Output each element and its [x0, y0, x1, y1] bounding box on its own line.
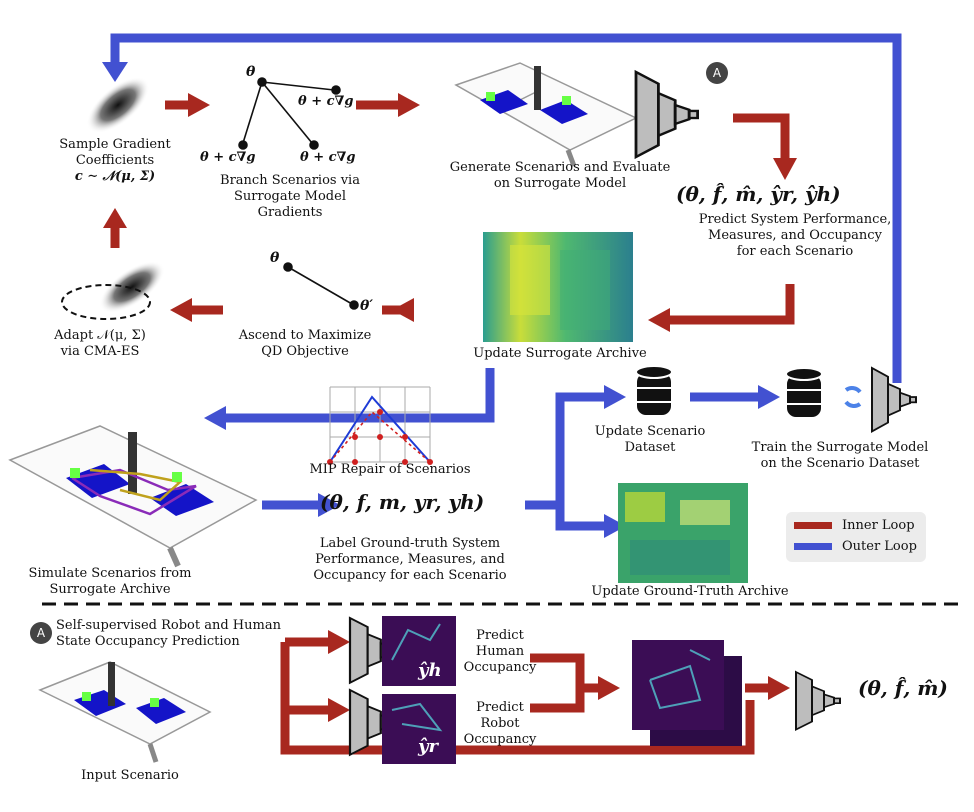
output-tuple: (θ, f̂, m̂) — [858, 676, 948, 700]
ascend-line2: QD Objective — [261, 344, 349, 359]
sample-line1: Sample Gradient — [59, 137, 171, 152]
legend-outer: Outer Loop — [794, 538, 917, 556]
outer-loop-arrows — [110, 33, 902, 531]
legend-inner: Inner Loop — [794, 517, 915, 535]
label-caption: Label Ground-truth System Performance, M… — [295, 536, 525, 584]
dashed-ellipse — [61, 284, 151, 320]
bottom-title: Self-supervised Robot and Human State Oc… — [56, 618, 296, 650]
predict-caption: Predict System Performance, Measures, an… — [690, 212, 900, 260]
sample-line2: Coefficients — [75, 153, 155, 168]
human-line2: Human — [475, 644, 525, 659]
surrogate-archive-heatmap — [483, 232, 633, 342]
inner-loop-arrows — [110, 100, 795, 755]
generate-line2: on Surrogate Model — [493, 176, 627, 191]
gaussian-blob — [86, 76, 150, 134]
ascend-vector — [283, 262, 359, 310]
input-scenario-caption: Input Scenario — [81, 768, 179, 783]
scenario-image-top — [454, 62, 638, 167]
branch-right-label: θ + c∇g — [298, 94, 354, 109]
badge-a-bottom: A — [30, 622, 52, 644]
branch-mid-label: θ + c∇g — [300, 150, 356, 165]
output-surrogate-icon — [795, 671, 841, 731]
gt-archive-caption: Update Ground-Truth Archive — [591, 584, 789, 599]
ascend-theta-prime: θ′ — [360, 298, 374, 314]
yh-label: ŷh — [418, 660, 442, 681]
simulate-line2: Surrogate Archive — [49, 582, 171, 597]
branch-line2: Surrogate Model Gradients — [234, 189, 346, 220]
training-database-icon — [785, 367, 823, 419]
dataset-line2: Dataset — [624, 440, 676, 455]
branch-left-label: θ + c∇g — [200, 150, 256, 165]
predict-line1: Predict System Performance, — [698, 212, 892, 227]
train-caption: Train the Surrogate Model on the Scenari… — [740, 440, 940, 472]
mip-grid — [327, 386, 433, 465]
bottom-title-line1: Self-supervised Robot and Human — [56, 618, 281, 633]
train-line1: Train the Surrogate Model — [751, 440, 929, 455]
sample-label: Sample Gradient Coefficients c ∼ 𝒩(μ, Σ) — [40, 137, 190, 185]
yr-label: ŷr — [418, 736, 438, 757]
simulate-line1: Simulate Scenarios from — [28, 566, 192, 581]
legend-inner-label: Inner Loop — [842, 518, 915, 533]
human-occupancy-map — [382, 616, 456, 686]
adapted-gaussian-blob — [99, 261, 165, 313]
branch-caption: Branch Scenarios via Surrogate Model Gra… — [210, 173, 370, 221]
generate-line1: Generate Scenarios and Evaluate — [449, 160, 671, 175]
branch-theta: θ — [246, 64, 256, 80]
legend: Inner Loop Outer Loop — [786, 512, 926, 562]
predict-line2: Measures, and Occupancy — [708, 228, 882, 243]
label-tuple: (θ, f, m, yr, yh) — [320, 490, 485, 514]
adapt-line2: via CMA-ES — [60, 344, 140, 359]
outer-loop-heads — [102, 62, 780, 538]
sample-formula: c ∼ 𝒩(μ, Σ) — [74, 169, 156, 184]
adapt-caption: Adapt 𝒩(μ, Σ) via CMA-ES — [40, 328, 160, 360]
predict-tuple: (θ, f̂, m̂, ŷr, ŷh) — [676, 182, 841, 206]
human-line3: Occupancy — [463, 660, 537, 675]
ground-truth-archive-heatmap — [618, 483, 748, 583]
robot-line1: Predict — [476, 700, 524, 715]
legend-outer-swatch — [794, 543, 832, 550]
merged-occupancy-map-front — [632, 640, 724, 730]
dataset-line1: Update Scenario — [594, 424, 706, 439]
predict-line3: for each Scenario — [736, 244, 854, 259]
ascend-line1: Ascend to Maximize — [238, 328, 372, 343]
robot-caption: Predict Robot Occupancy — [460, 700, 540, 748]
inner-loop-heads — [103, 93, 797, 722]
human-line1: Predict — [476, 628, 524, 643]
robot-line3: Occupancy — [463, 732, 537, 747]
scenario-database-icon — [635, 365, 673, 417]
branch-vectors — [238, 77, 341, 150]
simulate-caption: Simulate Scenarios from Surrogate Archiv… — [20, 566, 200, 598]
bottom-input-scenario-image — [38, 661, 212, 763]
train-line2: on the Scenario Dataset — [760, 456, 920, 471]
legend-outer-label: Outer Loop — [842, 539, 917, 554]
ascend-theta: θ — [270, 250, 280, 266]
ascend-caption: Ascend to Maximize QD Objective — [230, 328, 380, 360]
dataset-caption: Update Scenario Dataset — [580, 424, 720, 456]
badge-a-top: A — [706, 62, 728, 84]
label-line1: Label Ground-truth System — [319, 536, 501, 551]
label-line3: Occupancy for each Scenario — [313, 568, 507, 583]
robot-occupancy-map — [382, 694, 456, 764]
refresh-icon — [844, 386, 862, 408]
mip-caption: MIP Repair of Scenarios — [309, 462, 471, 477]
branch-line1: Branch Scenarios via — [220, 173, 360, 188]
legend-inner-swatch — [794, 522, 832, 529]
surrogate-model-icon — [634, 70, 699, 159]
surrogate-archive-caption: Update Surrogate Archive — [473, 346, 647, 361]
simulated-scenario-image — [8, 425, 258, 568]
robot-line2: Robot — [480, 716, 520, 731]
adapt-line1: Adapt 𝒩(μ, Σ) — [54, 328, 146, 343]
generate-caption: Generate Scenarios and Evaluate on Surro… — [440, 160, 680, 192]
label-line2: Performance, Measures, and — [315, 552, 505, 567]
bottom-title-line2: State Occupancy Prediction — [56, 634, 240, 649]
human-caption: Predict Human Occupancy — [460, 628, 540, 676]
